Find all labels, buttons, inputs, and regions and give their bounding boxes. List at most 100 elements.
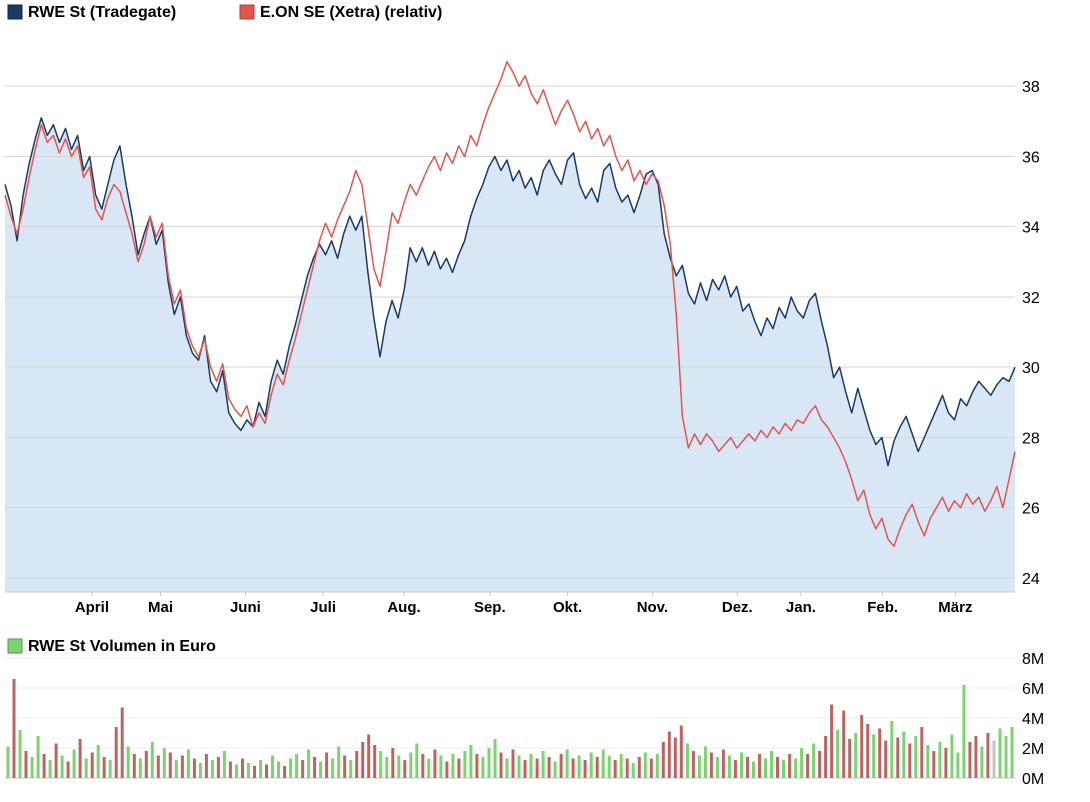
volume-bar xyxy=(625,758,629,778)
volume-bar xyxy=(102,757,106,778)
volume-bar xyxy=(782,760,785,778)
volume-bar xyxy=(866,724,870,778)
volume-bar xyxy=(337,746,341,778)
volume-bar xyxy=(168,752,172,778)
volume-bar xyxy=(18,730,22,778)
volume-bar xyxy=(349,760,353,778)
volume-bar xyxy=(72,749,76,778)
x-tick-label: Okt. xyxy=(553,599,582,616)
volume-bar xyxy=(1004,736,1008,778)
volume-bar xyxy=(1010,727,1014,778)
volume-bar xyxy=(553,761,557,778)
volume-bar xyxy=(854,733,858,778)
volume-bar xyxy=(932,751,936,778)
price-y-tick-label: 36 xyxy=(1022,150,1040,167)
volume-bar xyxy=(114,727,118,778)
volume-bar xyxy=(421,754,425,778)
volume-bar xyxy=(198,763,202,778)
volume-bar xyxy=(289,758,293,778)
volume-bar xyxy=(319,761,323,778)
volume-bar xyxy=(66,761,70,778)
x-tick-label: Juli xyxy=(310,599,336,616)
volume-bar xyxy=(836,730,840,778)
volume-bar xyxy=(397,755,401,778)
volume-bar xyxy=(679,725,683,778)
volume-bar xyxy=(649,758,653,778)
volume-bar xyxy=(758,754,761,778)
volume-bar xyxy=(577,755,581,778)
volume-bar xyxy=(601,749,605,778)
volume-bar xyxy=(860,715,864,778)
price-y-tick-label: 24 xyxy=(1022,571,1040,588)
volume-bar xyxy=(673,737,677,778)
volume-bar xyxy=(583,760,587,778)
x-tick-label: Sep. xyxy=(474,599,506,616)
volume-bar xyxy=(974,736,978,778)
volume-bar xyxy=(463,751,467,778)
volume-bar xyxy=(204,754,208,778)
volume-bar xyxy=(998,728,1002,778)
volume-bar xyxy=(890,721,894,778)
price-y-tick-label: 32 xyxy=(1022,290,1040,307)
x-tick-label: Dez. xyxy=(722,599,753,616)
volume-y-tick-label: 2M xyxy=(1022,741,1044,758)
volume-bar xyxy=(962,685,966,778)
volume-bar xyxy=(451,754,455,778)
volume-bar xyxy=(36,736,40,778)
volume-bar xyxy=(156,755,160,778)
volume-bar xyxy=(806,754,810,778)
volume-bar xyxy=(986,733,990,778)
x-tick-label: März xyxy=(938,599,972,616)
volume-bar xyxy=(90,752,94,778)
volume-bar xyxy=(733,760,737,778)
volume-bar xyxy=(908,743,912,778)
volume-bar xyxy=(469,745,473,778)
volume-bar xyxy=(379,751,383,778)
volume-bar xyxy=(824,736,828,778)
volume-bar xyxy=(24,751,28,778)
x-tick-label: Juni xyxy=(230,599,261,616)
volume-bar xyxy=(950,734,954,778)
volume-bar xyxy=(535,758,539,778)
volume-bar xyxy=(992,740,996,778)
volume-legend-swatch-icon xyxy=(7,638,23,654)
rwe-price-line xyxy=(4,117,1016,467)
volume-bar xyxy=(78,739,82,778)
volume-bar xyxy=(367,734,371,778)
volume-bar xyxy=(96,745,100,778)
volume-bar xyxy=(968,742,972,778)
x-tick-label: Aug. xyxy=(387,599,420,616)
volume-bar xyxy=(740,752,743,778)
volume-bar xyxy=(926,745,930,778)
volume-bar xyxy=(667,731,671,778)
volume-bar xyxy=(222,751,226,778)
volume-bar xyxy=(403,760,407,778)
volume-y-tick-label: 4M xyxy=(1022,711,1044,728)
volume-bar xyxy=(235,764,238,778)
x-tick-label: Feb. xyxy=(867,599,898,616)
volume-bar xyxy=(445,761,449,778)
volume-bar xyxy=(595,757,599,778)
volume-bar xyxy=(493,739,497,778)
volume-bar xyxy=(872,734,876,778)
volume-bar xyxy=(283,766,287,778)
volume-bar xyxy=(685,743,689,778)
volume-bar xyxy=(613,760,617,778)
volume-bar xyxy=(794,758,798,778)
x-tick-label: Nov. xyxy=(637,599,668,616)
x-tick-label: Mai xyxy=(148,599,173,616)
volume-bar xyxy=(914,736,918,778)
volume-bar xyxy=(523,760,527,778)
volume-bar xyxy=(271,755,274,778)
volume-bar xyxy=(884,740,888,778)
rwe-legend-swatch-icon xyxy=(7,4,23,20)
volume-bar xyxy=(475,754,479,778)
volume-bar xyxy=(433,749,437,778)
volume-bar xyxy=(144,751,148,778)
volume-bar xyxy=(727,755,731,778)
volume-bar xyxy=(12,679,16,778)
volume-bar xyxy=(108,760,112,778)
volume-bar xyxy=(517,755,521,778)
volume-bar xyxy=(607,755,611,778)
price-y-tick-label: 30 xyxy=(1022,360,1040,377)
